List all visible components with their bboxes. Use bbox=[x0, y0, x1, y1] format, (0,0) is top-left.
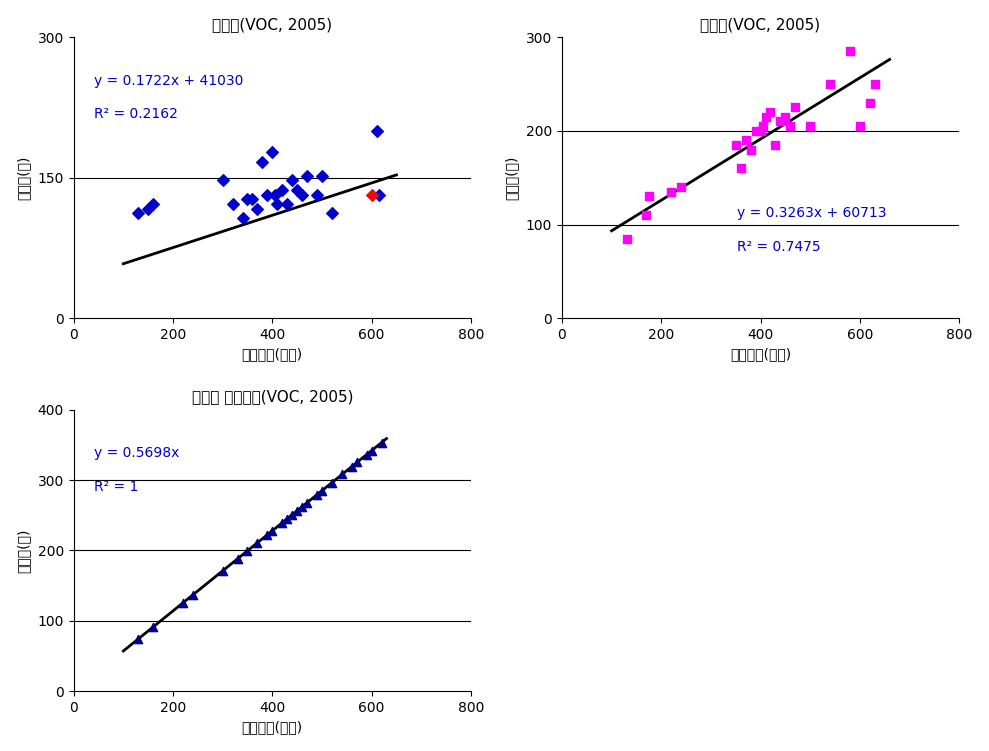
Point bbox=[738, 134, 754, 146]
Point bbox=[244, 193, 260, 205]
Point bbox=[264, 525, 280, 537]
Text: y = 0.5698x: y = 0.5698x bbox=[94, 446, 179, 460]
Point bbox=[239, 545, 255, 557]
Point bbox=[264, 146, 280, 158]
Point bbox=[334, 469, 350, 481]
Point bbox=[284, 508, 300, 520]
Point bbox=[364, 189, 380, 201]
Point bbox=[225, 198, 240, 210]
Point bbox=[324, 477, 340, 489]
Point bbox=[215, 565, 230, 577]
Point bbox=[279, 198, 295, 210]
Point bbox=[733, 162, 749, 174]
Point bbox=[842, 45, 857, 57]
X-axis label: 거주인구(천명): 거주인구(천명) bbox=[241, 720, 303, 734]
Point bbox=[145, 198, 161, 210]
Point bbox=[315, 484, 330, 496]
Point bbox=[289, 184, 305, 196]
Point bbox=[131, 207, 146, 219]
Point bbox=[861, 97, 877, 109]
Text: y = 0.1722x + 41030: y = 0.1722x + 41030 bbox=[94, 74, 243, 88]
Point bbox=[772, 116, 788, 128]
Y-axis label: 배조량(톤): 배조량(톤) bbox=[505, 155, 519, 200]
Text: R² = 0.2162: R² = 0.2162 bbox=[94, 107, 177, 122]
Title: 가정용 유기용제(VOC, 2005): 가정용 유기용제(VOC, 2005) bbox=[192, 389, 353, 404]
Point bbox=[185, 589, 201, 601]
Y-axis label: 배조량(톤): 배조량(톤) bbox=[17, 528, 31, 572]
Point bbox=[802, 120, 818, 132]
Point bbox=[131, 633, 146, 645]
Point bbox=[140, 203, 156, 215]
Title: 주유소(VOC, 2005): 주유소(VOC, 2005) bbox=[213, 17, 332, 32]
Point bbox=[639, 210, 655, 222]
Point bbox=[758, 110, 773, 122]
Text: y = 0.3263x + 60713: y = 0.3263x + 60713 bbox=[737, 206, 886, 220]
X-axis label: 거주인구(천명): 거주인구(천명) bbox=[241, 348, 303, 362]
Point bbox=[315, 170, 330, 182]
Point bbox=[175, 597, 191, 609]
Point bbox=[787, 101, 803, 113]
Point bbox=[767, 139, 783, 151]
Point bbox=[753, 125, 768, 137]
Point bbox=[145, 621, 161, 633]
X-axis label: 거주인구(천명): 거주인구(천명) bbox=[730, 348, 791, 362]
Point bbox=[782, 120, 798, 132]
Point bbox=[763, 106, 778, 118]
Point bbox=[369, 125, 385, 137]
Point bbox=[349, 457, 365, 469]
Point bbox=[822, 78, 838, 90]
Point bbox=[294, 501, 310, 513]
Point bbox=[229, 553, 245, 565]
Point bbox=[279, 513, 295, 525]
Point bbox=[310, 189, 325, 201]
Title: 세탁소(VOC, 2005): 세탁소(VOC, 2005) bbox=[700, 17, 821, 32]
Point bbox=[289, 505, 305, 517]
Point bbox=[641, 191, 657, 203]
Point bbox=[239, 193, 255, 205]
Point bbox=[234, 212, 250, 224]
Point bbox=[249, 203, 265, 215]
Point bbox=[674, 181, 689, 193]
Point bbox=[274, 517, 290, 529]
Point bbox=[254, 155, 270, 167]
Y-axis label: 배조량(톤): 배조량(톤) bbox=[17, 155, 31, 200]
Text: R² = 0.7475: R² = 0.7475 bbox=[737, 240, 820, 254]
Point bbox=[866, 78, 882, 90]
Point bbox=[274, 184, 290, 196]
Point bbox=[374, 437, 390, 449]
Point bbox=[324, 207, 340, 219]
Point bbox=[748, 125, 764, 137]
Point bbox=[215, 174, 230, 186]
Point bbox=[249, 537, 265, 549]
Point bbox=[284, 174, 300, 186]
Point bbox=[777, 110, 793, 122]
Point bbox=[618, 233, 634, 245]
Point bbox=[294, 189, 310, 201]
Point bbox=[267, 189, 283, 201]
Point bbox=[344, 460, 360, 472]
Point bbox=[359, 449, 375, 461]
Point bbox=[299, 170, 315, 182]
Point bbox=[371, 189, 387, 201]
Point bbox=[364, 445, 380, 457]
Point bbox=[743, 143, 759, 155]
Point bbox=[852, 120, 867, 132]
Point bbox=[310, 489, 325, 501]
Point bbox=[259, 189, 275, 201]
Text: R² = 1: R² = 1 bbox=[94, 480, 137, 494]
Point bbox=[756, 120, 771, 132]
Point bbox=[299, 496, 315, 508]
Point bbox=[269, 198, 285, 210]
Point bbox=[664, 185, 679, 198]
Point bbox=[728, 139, 744, 151]
Point bbox=[259, 529, 275, 541]
